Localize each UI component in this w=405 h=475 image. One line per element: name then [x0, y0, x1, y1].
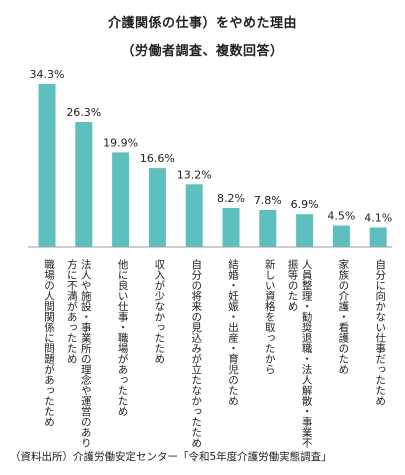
category-label-5: 自分の将来の見込みが立たなかったため	[190, 258, 202, 448]
category-label-8-col2: 振等のため	[287, 258, 299, 311]
category-label-10: 自分に向かない仕事だったため	[374, 258, 386, 406]
bar-8	[296, 214, 314, 247]
data-label-4: 16.6%	[140, 152, 175, 165]
data-label-7: 7.8%	[254, 194, 282, 207]
category-label-4: 収入が少なかったため	[153, 259, 165, 364]
bar-3	[112, 152, 130, 247]
category-label-6: 結婚・妊娠・出産・育児のため	[227, 258, 239, 406]
bar-6	[222, 208, 240, 247]
chart-title: 介護関係の仕事）をやめた理由	[107, 16, 297, 31]
data-label-8: 6.9%	[291, 198, 319, 211]
category-label-8-col1: 人員整理・勧奨退職・法人解散・事業不	[301, 259, 313, 449]
category-label-9: 家族の介護・看護のため	[337, 258, 349, 374]
bar-10	[369, 227, 387, 247]
category-label-1: 職場の人間関係に問題があったため	[43, 259, 55, 427]
bar-1	[38, 84, 56, 247]
data-label-10: 4.1%	[364, 212, 392, 225]
category-label-2-col1: 法人や施設・事業所の理念や運営のあり	[80, 258, 92, 448]
data-label-9: 4.5%	[327, 210, 355, 223]
source-note: （資料出所）介護労働安定センター「令和5年度介護労働実態調査」	[10, 451, 332, 463]
bar-4	[148, 168, 166, 247]
bar-2	[75, 122, 93, 247]
data-label-1: 34.3%	[30, 68, 65, 81]
bar-9	[332, 225, 350, 247]
bar-7	[259, 209, 277, 247]
chart-subtitle: （労働者調査、複数回答）	[121, 44, 284, 59]
category-label-2-col2: 方に不満があったため	[66, 258, 78, 364]
category-label-3: 他に良い仕事・職場があったため	[117, 258, 129, 416]
data-label-3: 19.9%	[103, 136, 138, 149]
data-label-5: 13.2%	[177, 168, 212, 181]
bar-5	[185, 184, 203, 247]
data-label-2: 26.3%	[66, 106, 101, 119]
category-label-7: 新しい資格を取ったから	[264, 258, 276, 375]
data-label-6: 8.2%	[217, 192, 245, 205]
